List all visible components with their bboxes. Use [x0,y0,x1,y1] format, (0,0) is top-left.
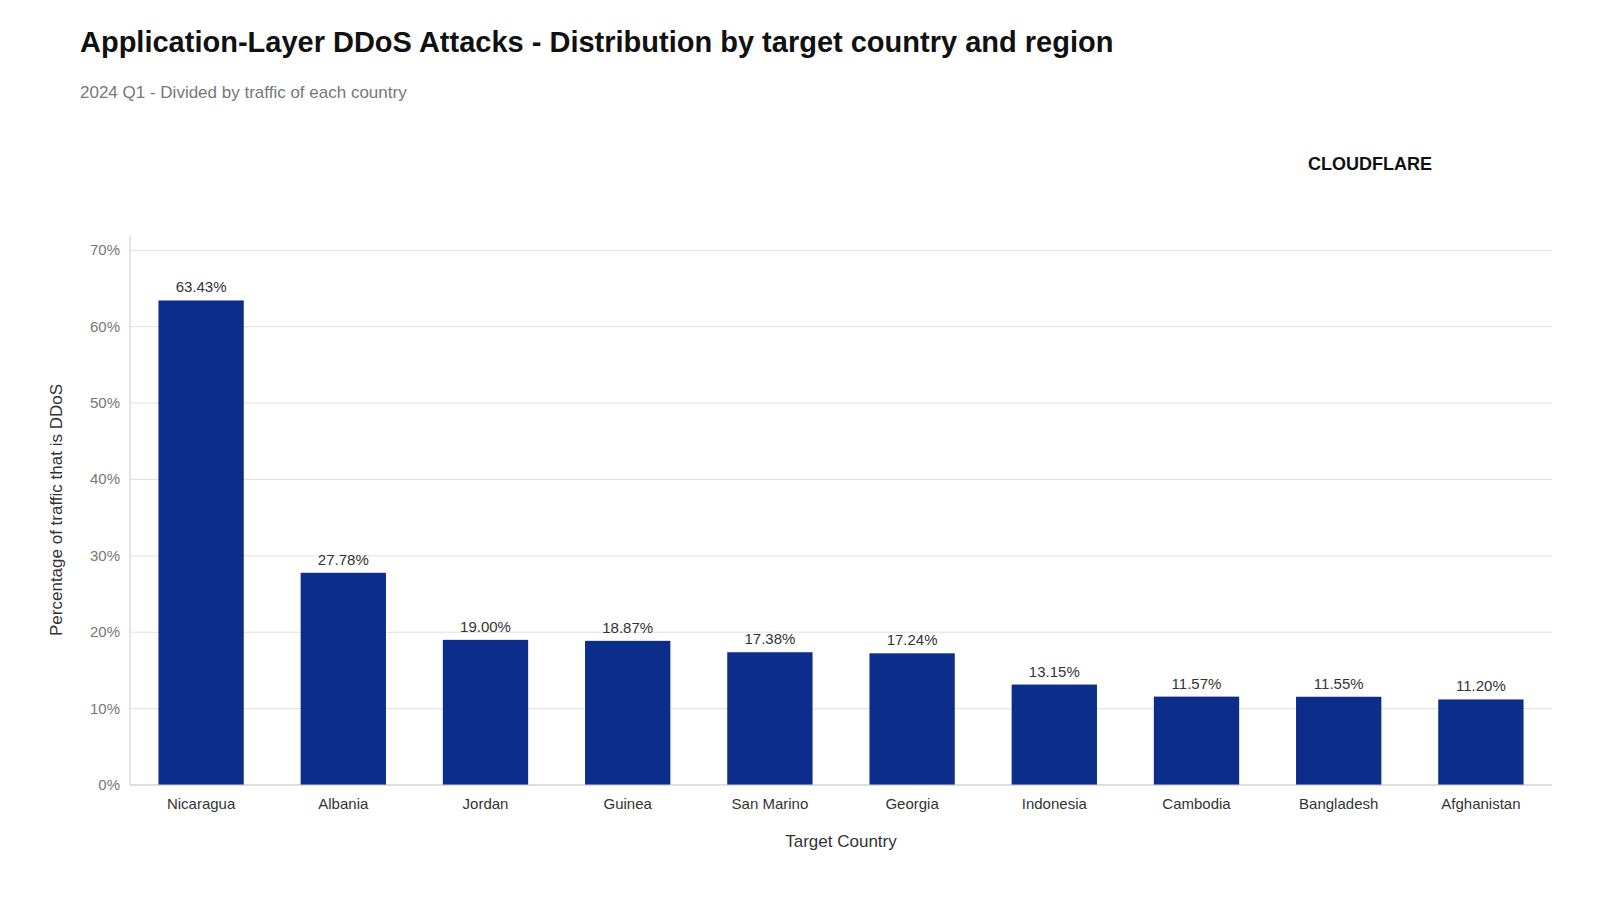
data-label: 19.00% [460,618,511,635]
y-tick-label: 20% [90,623,120,640]
x-tick-label: Cambodia [1162,795,1231,812]
x-tick-label: Georgia [885,795,939,812]
x-tick-label: Guinea [604,795,653,812]
y-axis-line [130,235,131,785]
x-tick-label: Jordan [463,795,509,812]
y-tick-label: 10% [90,700,120,717]
bar [869,653,954,785]
grid-line [130,403,1552,404]
y-tick-label: 50% [90,394,120,411]
y-tick-label: 40% [90,470,120,487]
grid-line [130,785,1552,786]
background [0,0,1600,902]
x-axis-label: Target Country [785,832,897,851]
data-label: 63.43% [176,278,227,295]
bar [585,641,670,785]
y-tick-label: 60% [90,318,120,335]
title: Application-Layer DDoS Attacks - Distrib… [80,26,1113,58]
data-labels: 63.43% 27.78% 19.00% 18.87% 17.38% 17.24% 13.1… [176,278,1506,694]
grid-line [130,479,1552,480]
x-axis-line [130,785,1552,786]
x-tick-label: Nicaragua [167,795,236,812]
data-label: 11.55% [1314,675,1364,692]
data-label: 17.24% [887,631,938,648]
x-axis: Nicaragua Albania Jordan Guinea San Marino Ge… [167,795,1521,812]
data-label: 27.78% [318,551,369,568]
bar [1012,685,1097,785]
data-label: 18.87% [602,619,653,636]
x-tick-label: Afghanistan [1441,795,1520,812]
x-tick-label: Indonesia [1022,795,1088,812]
grid-line [130,326,1552,327]
data-label: 11.20% [1456,677,1506,694]
data-label: 13.15% [1029,663,1080,680]
bar [1296,697,1381,785]
bar [727,652,812,785]
x-tick-label: San Marino [732,795,809,812]
y-tick-label: 30% [90,547,120,564]
subtitle: 2024 Q1 - Divided by traffic of each cou… [80,83,407,102]
bars [158,300,1523,785]
annotation: CLOUDFLARE [1308,154,1432,174]
y-tick-label: 70% [90,241,120,258]
bar [443,640,528,785]
chart: Application-Layer DDoS Attacks - Distrib… [0,0,1600,902]
bar [1438,699,1523,785]
bar [301,573,386,785]
x-tick-label: Bangladesh [1299,795,1378,812]
x-tick-label: Albania [318,795,369,812]
data-label: 11.57% [1172,675,1222,692]
y-tick-label: 0% [98,776,120,793]
grid-line [130,250,1552,251]
bar [1154,697,1239,785]
y-axis-label: Percentage of traffic that is DDoS [47,384,66,636]
data-label: 17.38% [744,630,795,647]
y-axis: 0% 10% 20% 30% 40% 50% 60% 70% [90,235,1552,793]
bar [158,300,243,785]
